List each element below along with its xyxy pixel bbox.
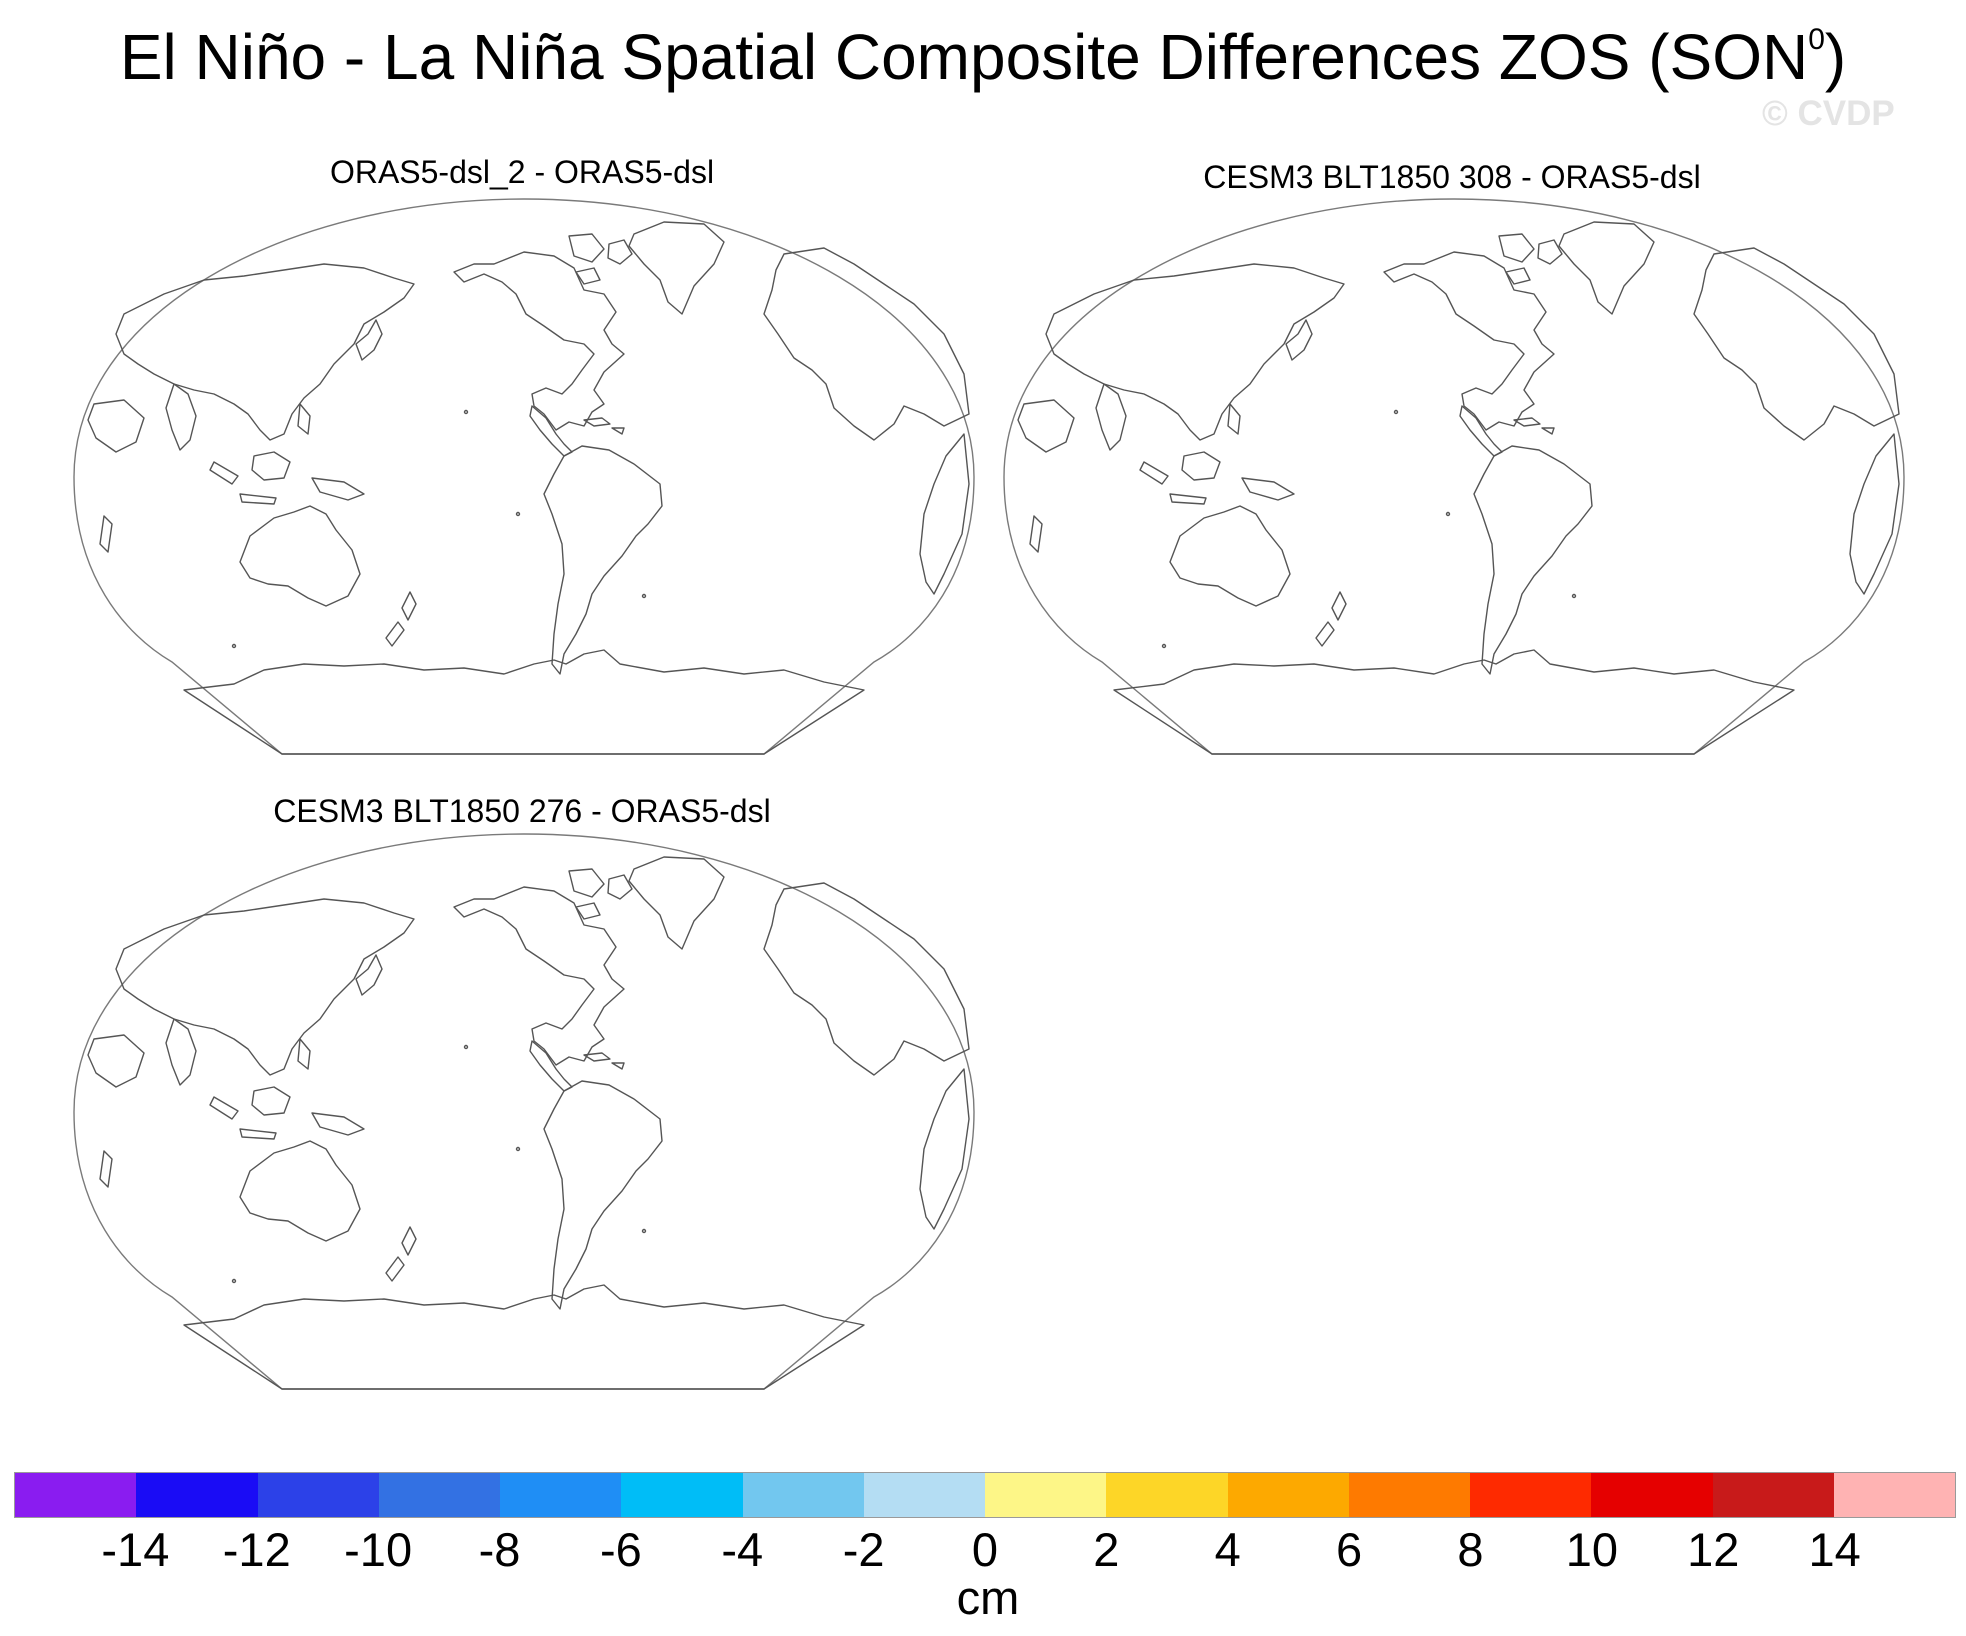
colorbar-tick-label: 8 <box>1457 1523 1484 1576</box>
colorbar-tick-label: -12 <box>222 1523 291 1576</box>
colorbar-swatch <box>15 1473 137 1517</box>
colorbar-swatch <box>621 1473 743 1517</box>
panel-3-map <box>73 833 975 1390</box>
panel-2-title: CESM3 BLT1850 308 - ORAS5-dsl <box>1203 159 1701 195</box>
colorbar-tick-label: -6 <box>599 1523 642 1576</box>
colorbar-tick-label: 10 <box>1565 1523 1619 1576</box>
colorbar-swatch <box>500 1473 622 1517</box>
colorbar-tick-label: -8 <box>478 1523 521 1576</box>
colorbar-swatch <box>136 1473 258 1517</box>
colorbar-swatch <box>863 1473 985 1517</box>
figure-title-superscript: 0 <box>1808 23 1825 56</box>
panel-1-world-map <box>73 198 975 755</box>
colorbar-swatch <box>1591 1473 1713 1517</box>
colorbar-tick-label: -2 <box>842 1523 885 1576</box>
colorbar-tick-label: 14 <box>1808 1523 1861 1576</box>
colorbar-swatch <box>1470 1473 1592 1517</box>
panel-2-map <box>1003 198 1905 755</box>
panel-1-title: ORAS5-dsl_2 - ORAS5-dsl <box>329 154 715 190</box>
colorbar-tick-label: 6 <box>1336 1523 1363 1576</box>
panel-3-world-map <box>73 833 975 1390</box>
colorbar <box>14 1472 1956 1518</box>
colorbar-swatch <box>1106 1473 1228 1517</box>
colorbar-swatch <box>257 1473 379 1517</box>
colorbar-swatch <box>378 1473 500 1517</box>
colorbar-tick-label: 2 <box>1093 1523 1120 1576</box>
colorbar-swatch <box>742 1473 864 1517</box>
panel-2-world-map <box>1003 198 1905 755</box>
colorbar-tick-label: 12 <box>1687 1523 1740 1576</box>
colorbar-tick-label: -10 <box>344 1523 413 1576</box>
colorbar-tick-label: -14 <box>101 1523 170 1576</box>
colorbar-units: cm <box>956 1571 1020 1624</box>
cvdp-watermark: © CVDP <box>1762 94 1895 133</box>
colorbar-tick-label: -4 <box>721 1523 764 1576</box>
figure-title-text: El Niño - La Niña Spatial Composite Diff… <box>119 21 1809 93</box>
colorbar-swatch <box>985 1473 1107 1517</box>
figure-title-suffix: ) <box>1824 21 1847 93</box>
colorbar-swatch <box>1712 1473 1834 1517</box>
colorbar-swatch <box>1833 1473 1955 1517</box>
colorbar-swatch <box>1227 1473 1349 1517</box>
colorbar-swatch <box>1348 1473 1470 1517</box>
panel-3-title: CESM3 BLT1850 276 - ORAS5-dsl <box>273 793 771 829</box>
panel-1-map <box>73 198 975 755</box>
colorbar-tick-label: 0 <box>971 1523 999 1576</box>
colorbar-tick-label: 4 <box>1214 1523 1241 1576</box>
figure-title: El Niño - La Niña Spatial Composite Diff… <box>0 22 1966 92</box>
